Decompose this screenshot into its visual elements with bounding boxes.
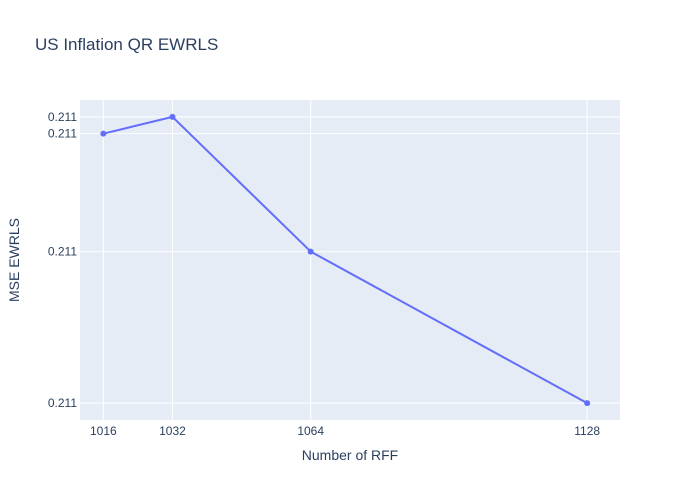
data-point[interactable] — [169, 113, 176, 120]
data-point[interactable] — [307, 248, 314, 255]
plot-area — [80, 100, 620, 420]
y-tick-label: 0.211 — [48, 110, 77, 124]
y-axis-title: MSE EWRLS — [6, 218, 22, 302]
y-tick-label: 0.211 — [48, 396, 77, 410]
data-point[interactable] — [100, 130, 107, 137]
x-tick-label: 1064 — [297, 424, 324, 438]
grid-lines — [80, 100, 620, 420]
x-tick-label: 1032 — [159, 424, 186, 438]
x-axis-title: Number of RFF — [302, 447, 398, 463]
data-point[interactable] — [584, 400, 591, 407]
series-line — [103, 115, 588, 405]
x-tick-label: 1128 — [574, 424, 600, 438]
y-tick-label: 0.211 — [48, 245, 77, 259]
chart-title: US Inflation QR EWRLS — [35, 35, 218, 54]
x-tick-label: 1016 — [90, 424, 117, 438]
y-tick-label: 0.211 — [48, 127, 77, 141]
series — [100, 113, 591, 407]
tick-labels: 1016 1032 1064 1128 0.211 0.211 0.211 0.211 — [48, 110, 601, 438]
